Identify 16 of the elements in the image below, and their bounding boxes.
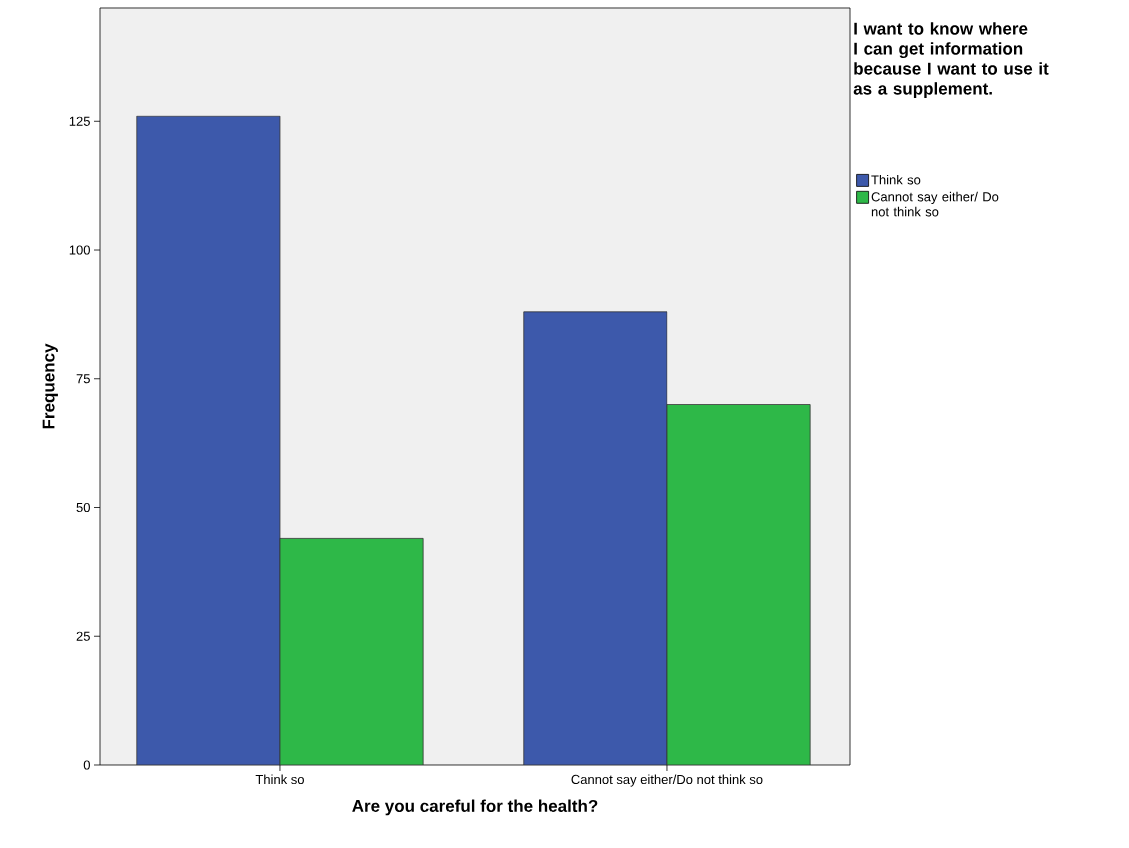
y-tick-label: 75 bbox=[76, 374, 90, 384]
bar bbox=[136, 115, 281, 765]
x-tick-label: Cannot say either/Do not think so bbox=[571, 774, 763, 787]
y-axis-title: Frequency bbox=[42, 343, 58, 429]
bar bbox=[666, 404, 811, 765]
y-tick-label: 50 bbox=[76, 502, 90, 513]
bar bbox=[279, 538, 424, 765]
y-tick-label: 25 bbox=[76, 631, 90, 641]
legend-label: Cannot say either/ Do not think so bbox=[871, 191, 999, 217]
y-tick-label: 125 bbox=[69, 116, 90, 126]
x-axis-title: Are you careful for the health? bbox=[352, 799, 598, 816]
y-tick-label: 100 bbox=[69, 245, 90, 255]
legend-label: Think so bbox=[871, 174, 921, 185]
bar bbox=[523, 311, 668, 765]
y-tick-label: 0 bbox=[83, 760, 90, 770]
legend-title: I want to know where I can get information because I want to use it as a supplement. bbox=[853, 22, 1049, 99]
